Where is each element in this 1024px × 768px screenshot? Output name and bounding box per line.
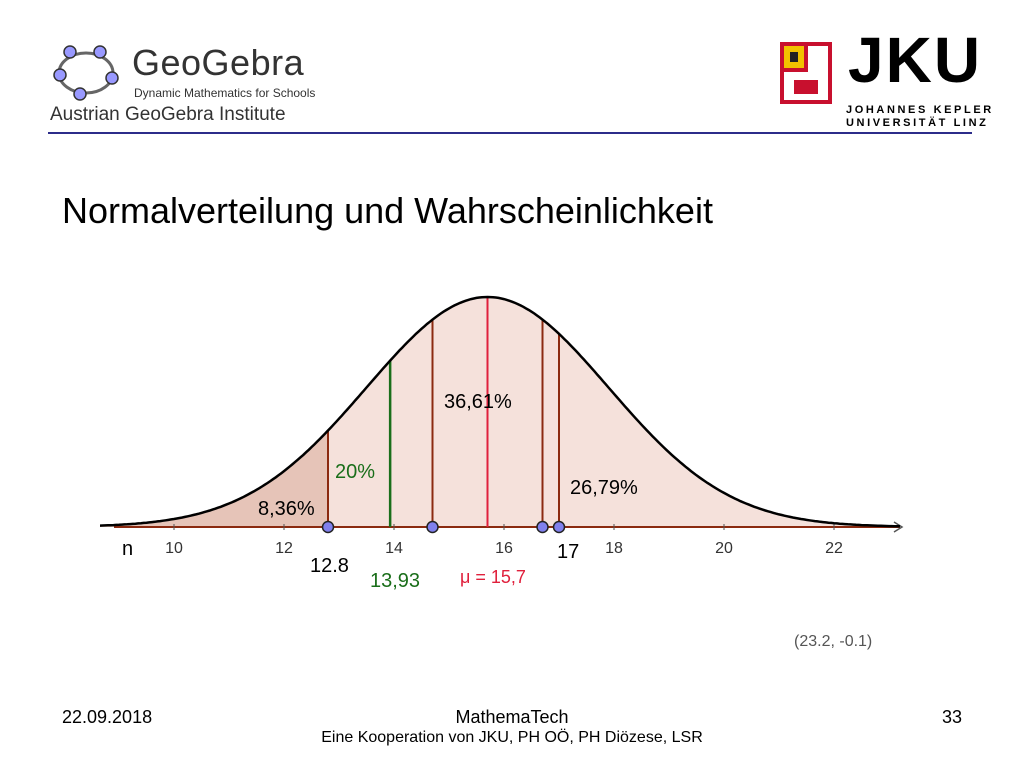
x-tick-label: 10 bbox=[165, 540, 183, 557]
left-tail-area bbox=[100, 430, 328, 527]
geogebra-logo-icon bbox=[53, 45, 119, 101]
footer-subtitle: Eine Kooperation von JKU, PH OÖ, PH Diöz… bbox=[321, 729, 703, 746]
x-axis-label: n bbox=[122, 538, 133, 560]
point-value-label: 13,93 bbox=[370, 570, 420, 592]
marker-point bbox=[536, 520, 549, 534]
footer-title: MathemaTech bbox=[455, 707, 569, 727]
marker-point bbox=[426, 520, 439, 534]
marker-point bbox=[321, 520, 335, 534]
region-percent-label: 20% bbox=[335, 461, 375, 483]
point-value-label: 12.8 bbox=[310, 555, 349, 577]
x-tick-label: 12 bbox=[275, 540, 293, 557]
jku-acronym: JKU bbox=[848, 24, 983, 96]
jku-name-line2: UNIVERSITÄT LINZ bbox=[846, 117, 989, 129]
point-value-label: 17 bbox=[557, 541, 579, 563]
jku-crest-icon bbox=[780, 42, 832, 104]
region-percent-label: 26,79% bbox=[570, 477, 638, 499]
page-number: 33 bbox=[941, 707, 962, 727]
geogebra-subtitle: Dynamic Mathematics for Schools bbox=[134, 86, 316, 100]
jku-name-line1: JOHANNES KEPLER bbox=[846, 104, 994, 116]
region-percent-label: 36,61% bbox=[444, 391, 512, 413]
footer-date: 22.09.2018 bbox=[62, 707, 153, 727]
density-curve bbox=[100, 295, 900, 528]
region-percent-label: 8,36% bbox=[258, 498, 315, 520]
marker-point bbox=[552, 520, 566, 534]
x-tick-label: 18 bbox=[605, 540, 623, 557]
geogebra-institute: Austrian GeoGebra Institute bbox=[50, 104, 286, 125]
header-divider bbox=[48, 132, 972, 134]
slide-title: Normalverteilung und Wahrscheinlichkeit bbox=[62, 190, 713, 231]
x-tick-label: 22 bbox=[825, 540, 843, 557]
geogebra-title: GeoGebra bbox=[132, 42, 305, 83]
x-tick-label: 16 bbox=[495, 540, 513, 557]
point-value-label: μ = 15,7 bbox=[460, 567, 526, 587]
x-tick-label: 14 bbox=[385, 540, 403, 557]
normal-distribution-chart: 10 12 14 16 18 20 22 n 8,36% 20% 36,61% 26,79% 12.8 1… bbox=[100, 295, 904, 650]
coordinate-readout: (23.2, -0.1) bbox=[794, 633, 872, 650]
x-axis-arrow bbox=[893, 521, 904, 533]
slide-header: GeoGebra Dynamic Mathematics for Schools… bbox=[0, 0, 1024, 140]
x-tick-label: 20 bbox=[715, 540, 733, 557]
